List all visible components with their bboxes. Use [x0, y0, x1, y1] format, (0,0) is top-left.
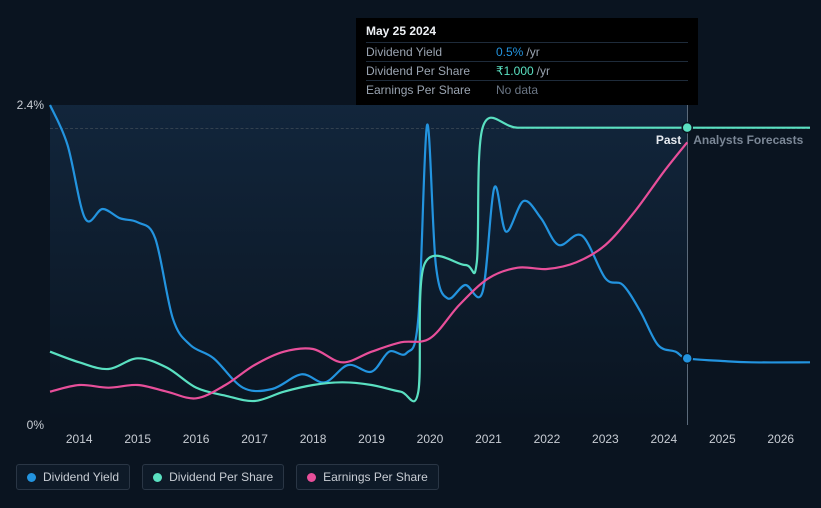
tooltip-row: Dividend Yield0.5%/yr [366, 42, 688, 61]
tooltip-row-value: No data [496, 83, 538, 97]
x-axis-tick: 2025 [709, 432, 736, 446]
x-axis-tick: 2023 [592, 432, 619, 446]
tooltip-row-label: Dividend Per Share [366, 64, 496, 78]
legend-label: Earnings Per Share [323, 470, 428, 484]
chart-svg [50, 105, 810, 425]
tooltip-row: Dividend Per Share₹1.000/yr [366, 61, 688, 80]
x-axis-tick: 2017 [241, 432, 268, 446]
chart-legend: Dividend Yield Dividend Per Share Earnings… [16, 464, 439, 490]
y-axis-label: 2.4% [17, 98, 44, 112]
tooltip-row-label: Earnings Per Share [366, 83, 496, 97]
legend-item[interactable]: Dividend Per Share [142, 464, 284, 490]
y-axis-label: 0% [27, 418, 44, 432]
series-marker-dividend_per_share [682, 123, 692, 133]
series-dividend_yield [50, 105, 810, 391]
x-axis-tick: 2022 [534, 432, 561, 446]
x-axis-tick: 2018 [300, 432, 327, 446]
tooltip-row: Earnings Per ShareNo data [366, 80, 688, 99]
legend-label: Dividend Per Share [169, 470, 273, 484]
legend-dot-icon [27, 473, 36, 482]
series-marker-dividend_yield [682, 353, 692, 363]
x-axis-tick: 2021 [475, 432, 502, 446]
tooltip-row-label: Dividend Yield [366, 45, 496, 59]
x-axis-tick: 2019 [358, 432, 385, 446]
x-axis-tick: 2014 [66, 432, 93, 446]
legend-dot-icon [307, 473, 316, 482]
x-axis-tick: 2024 [650, 432, 677, 446]
legend-label: Dividend Yield [43, 470, 119, 484]
x-axis: 2014 2015 2016 2017 2018 2019 2020 2021 2022 2023… [50, 432, 810, 452]
x-axis-tick: 2020 [417, 432, 444, 446]
chart-tooltip: May 25 2024 Dividend Yield0.5%/yrDividen… [356, 18, 698, 105]
x-axis-tick: 2015 [124, 432, 151, 446]
legend-dot-icon [153, 473, 162, 482]
chart-area: Past Analysts Forecasts 2.4%0% [50, 105, 810, 425]
x-axis-tick: 2016 [183, 432, 210, 446]
tooltip-row-suffix: /yr [537, 64, 550, 78]
tooltip-row-value: ₹1.000 [496, 64, 534, 78]
tooltip-date: May 25 2024 [366, 24, 688, 38]
tooltip-row-suffix: /yr [526, 45, 539, 59]
legend-item[interactable]: Earnings Per Share [296, 464, 439, 490]
legend-item[interactable]: Dividend Yield [16, 464, 130, 490]
tooltip-row-value: 0.5% [496, 45, 523, 59]
x-axis-tick: 2026 [767, 432, 794, 446]
